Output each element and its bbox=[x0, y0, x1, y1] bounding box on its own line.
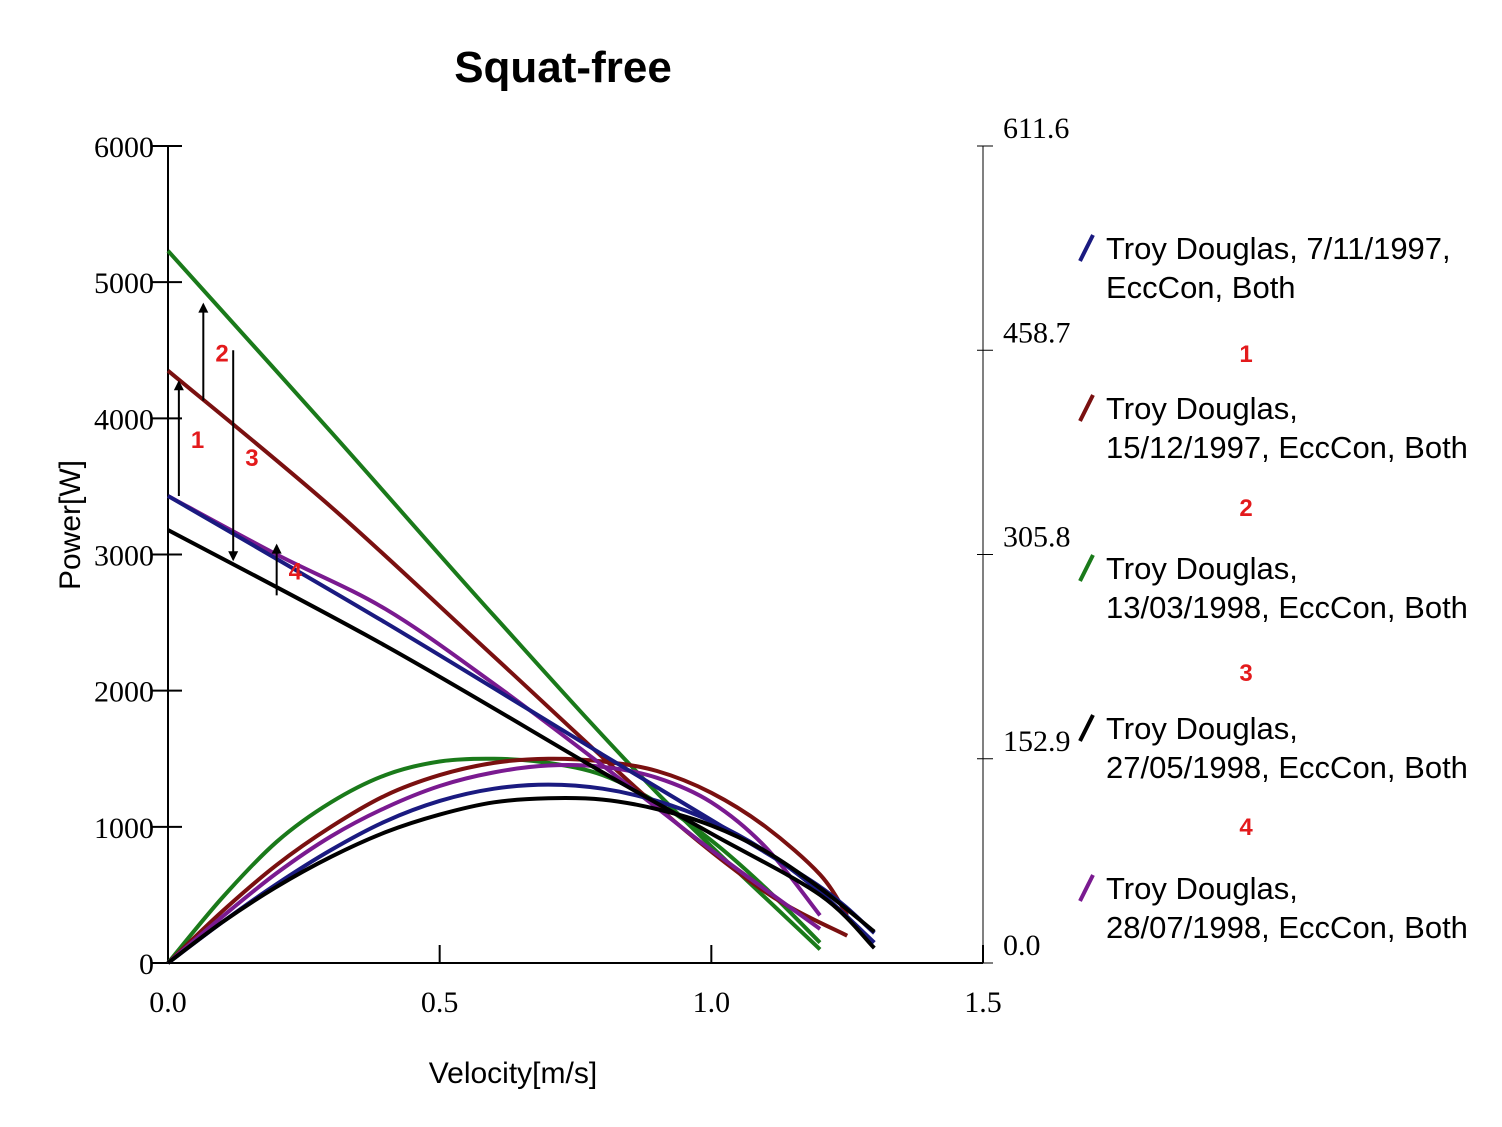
legend-swatch-4 bbox=[1078, 714, 1095, 742]
legend-marker-3: 3 bbox=[1239, 660, 1252, 687]
legend-swatch-2 bbox=[1078, 394, 1095, 422]
annotation-marker-1: 1 bbox=[191, 427, 204, 454]
legend-entry-4: 27/05/1998, EccCon, Both bbox=[1106, 750, 1468, 785]
x-tick-label: 1.0 bbox=[693, 986, 731, 1019]
annotation-marker-4: 4 bbox=[289, 558, 303, 585]
legend-entry-1: EccCon, Both bbox=[1106, 270, 1296, 305]
y-tick-label: 1000 bbox=[94, 812, 154, 845]
legend-marker-2: 2 bbox=[1239, 495, 1252, 522]
legend-swatch-3 bbox=[1078, 554, 1095, 582]
legend-marker-4: 4 bbox=[1239, 814, 1253, 841]
power-curve-series-2 bbox=[166, 756, 849, 965]
legend-entry-3: Troy Douglas, bbox=[1106, 551, 1298, 586]
legend-entry-4: Troy Douglas, bbox=[1106, 711, 1298, 746]
annotation-arrowhead-2 bbox=[198, 302, 209, 313]
y2-tick-label: 305.8 bbox=[1003, 521, 1071, 554]
legend-entry-3: 13/03/1998, EccCon, Both bbox=[1106, 590, 1468, 625]
annotation-arrowhead-3 bbox=[228, 551, 239, 562]
y-tick-label: 3000 bbox=[94, 540, 154, 573]
y2-tick-label: 611.6 bbox=[1003, 112, 1069, 145]
legend-entry-2: Troy Douglas, bbox=[1106, 391, 1298, 426]
y-tick-label: 5000 bbox=[94, 267, 154, 300]
x-axis-label: Velocity[m/s] bbox=[429, 1057, 597, 1090]
x-tick-label: 1.5 bbox=[964, 986, 1002, 1019]
legend: Troy Douglas, 7/11/1997, EccCon, Both Troy… bbox=[1078, 231, 1468, 945]
y2-tick-label: 0.0 bbox=[1003, 929, 1041, 962]
force-line-series-4 bbox=[167, 528, 876, 950]
legend-entry-5: Troy Douglas, bbox=[1106, 871, 1298, 906]
force-line-series-5 bbox=[167, 494, 822, 931]
series-lines bbox=[166, 249, 876, 965]
legend-marker-1: 1 bbox=[1239, 341, 1252, 368]
annotation-marker-3: 3 bbox=[245, 445, 258, 472]
annotation-arrowhead-1 bbox=[173, 380, 184, 391]
power-curve-series-3 bbox=[166, 756, 822, 965]
y-tick-label: 4000 bbox=[94, 403, 154, 436]
power-curve-series-5 bbox=[166, 763, 822, 965]
y-tick-label: 6000 bbox=[94, 131, 154, 164]
force-line-series-3 bbox=[166, 249, 822, 951]
power-curve-series-4 bbox=[166, 795, 876, 965]
annotation-marker-2: 2 bbox=[215, 341, 228, 368]
x-tick-label: 0.5 bbox=[421, 986, 459, 1019]
chart-title: Squat-free bbox=[454, 43, 672, 92]
axes: 0.0 0.5 1.0 1.5 0 1000 2000 3000 4000 5000 6000 0.0… bbox=[94, 112, 1071, 1019]
y2-tick-label: 458.7 bbox=[1003, 316, 1071, 349]
legend-entry-2: 15/12/1997, EccCon, Both bbox=[1106, 430, 1468, 465]
y2-tick-label: 152.9 bbox=[1003, 725, 1071, 758]
legend-swatch-1 bbox=[1078, 234, 1095, 262]
legend-swatch-5 bbox=[1078, 874, 1095, 902]
y-tick-label: 2000 bbox=[94, 676, 154, 709]
annotation-arrowhead-4 bbox=[271, 543, 282, 554]
x-tick-label: 0.0 bbox=[149, 986, 187, 1019]
y-tick-label: 0 bbox=[139, 948, 154, 981]
legend-entry-5: 28/07/1998, EccCon, Both bbox=[1106, 910, 1468, 945]
annotations: 1 2 3 4 bbox=[173, 302, 303, 596]
legend-entry-1: Troy Douglas, 7/11/1997, bbox=[1106, 231, 1451, 266]
y-axis-label: Power[W] bbox=[54, 460, 87, 590]
